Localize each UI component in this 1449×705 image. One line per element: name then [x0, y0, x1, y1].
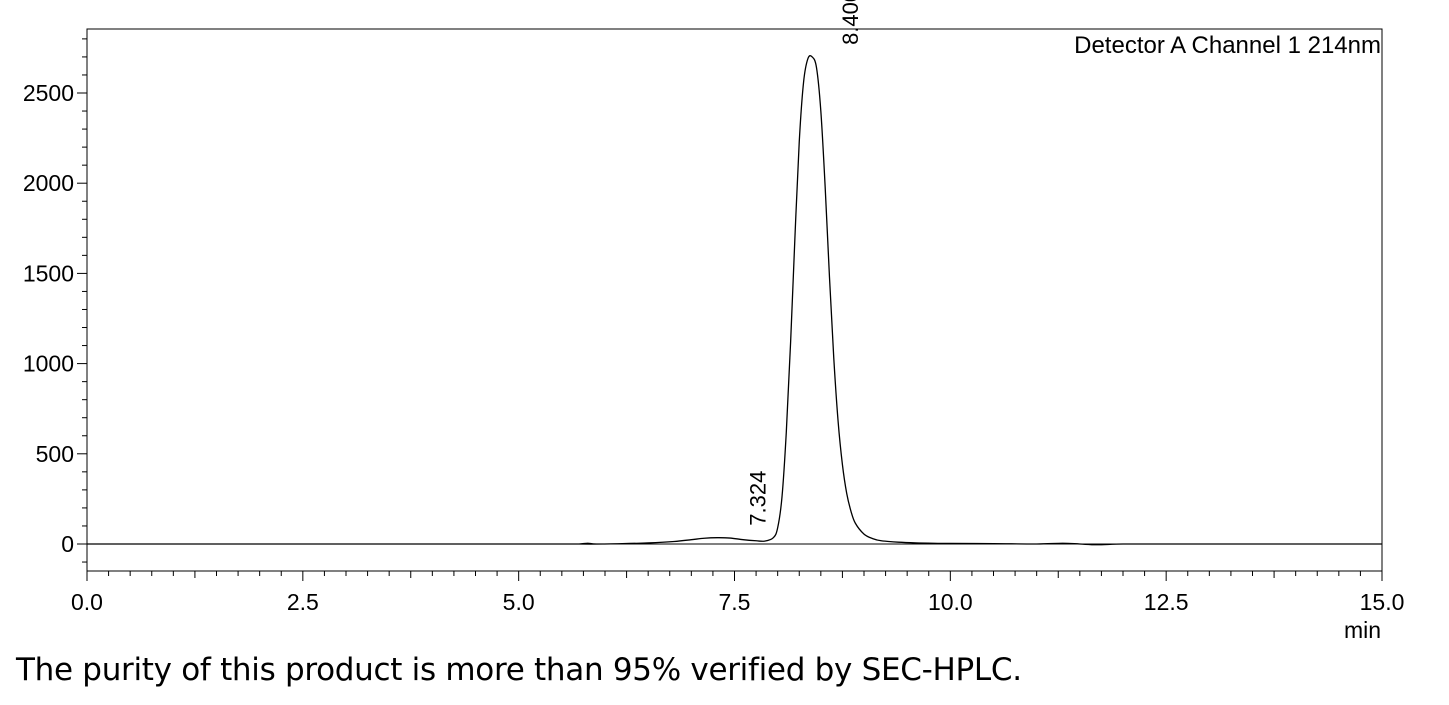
- detector-label: Detector A Channel 1 214nm: [1074, 32, 1381, 59]
- peak-label: 8.400: [838, 0, 863, 45]
- y-tick-label: 0: [61, 531, 74, 557]
- x-tick-label: 2.5: [287, 589, 319, 615]
- x-tick-label: 15.0: [1360, 589, 1405, 615]
- chromatogram-trace: [87, 55, 1382, 546]
- y-tick-label: 1500: [23, 260, 74, 286]
- x-tick-label: 10.0: [928, 589, 973, 615]
- peak-label: 7.324: [745, 471, 770, 526]
- x-axis: 0.0 2.5 5.0 7.5 10.0 12.5 15.0: [71, 571, 1404, 615]
- y-tick-label: 2500: [23, 80, 74, 106]
- y-tick-label: 2000: [23, 170, 74, 196]
- y-axis: 0 500 1000 1500 2000 2500: [23, 38, 87, 563]
- purity-caption: The purity of this product is more than …: [16, 652, 1022, 688]
- x-tick-label: 7.5: [719, 589, 751, 615]
- peak-labels: 7.324 8.400: [745, 0, 863, 526]
- x-axis-unit-label: min: [1344, 617, 1381, 643]
- plot-frame: [86, 28, 1383, 572]
- y-tick-label: 500: [36, 441, 74, 467]
- y-tick-label: 1000: [23, 351, 74, 377]
- x-tick-label: 0.0: [71, 589, 103, 615]
- plot-area-border: [86, 28, 1383, 572]
- x-tick-label: 5.0: [503, 589, 535, 615]
- x-tick-label: 12.5: [1144, 589, 1189, 615]
